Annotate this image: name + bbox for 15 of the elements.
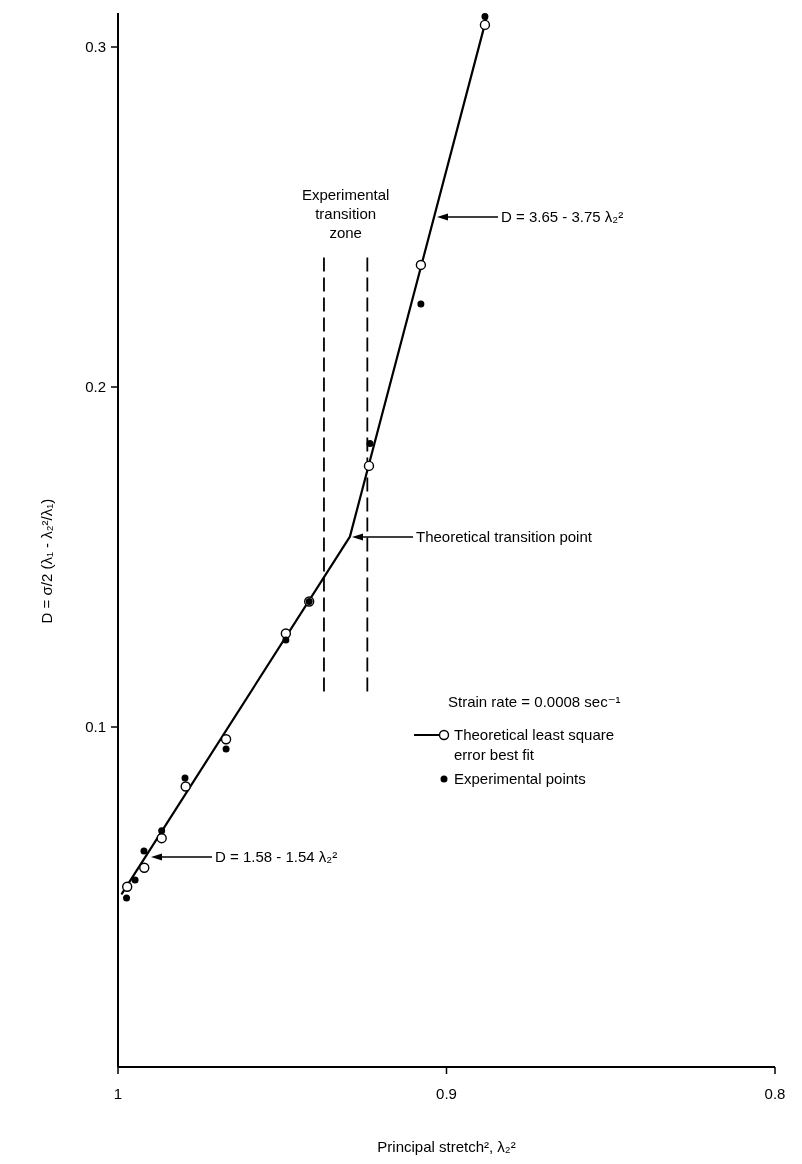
y-tick-label: 0.2 — [85, 378, 106, 395]
x-tick-label: 1 — [113, 1085, 123, 1102]
annotation: D = 1.58 - 1.54 λ₂² — [215, 848, 338, 865]
legend-label: Theoretical least square error best fit — [454, 726, 615, 763]
y-tick-label: 0.1 — [85, 718, 106, 735]
annotation: Strain rate = 0.0008 sec⁻¹ — [448, 693, 621, 710]
y-axis-title: D = σ/2 (λ₁ - λ₂²/λ₁) — [38, 498, 55, 624]
x-tick-label: 0.8 — [764, 1085, 786, 1102]
ref-line-label: Experimental transition zone — [301, 185, 390, 241]
y-tick-label: 0.3 — [85, 38, 106, 55]
annotation: D = 3.65 - 3.75 λ₂² — [501, 208, 624, 225]
x-tick-label: 0.9 — [436, 1085, 457, 1102]
annotation: Theoretical transition point — [416, 528, 593, 545]
legend-label: Experimental points — [454, 770, 586, 787]
x-axis-title: Principal stretch², λ₂² — [377, 1138, 516, 1155]
